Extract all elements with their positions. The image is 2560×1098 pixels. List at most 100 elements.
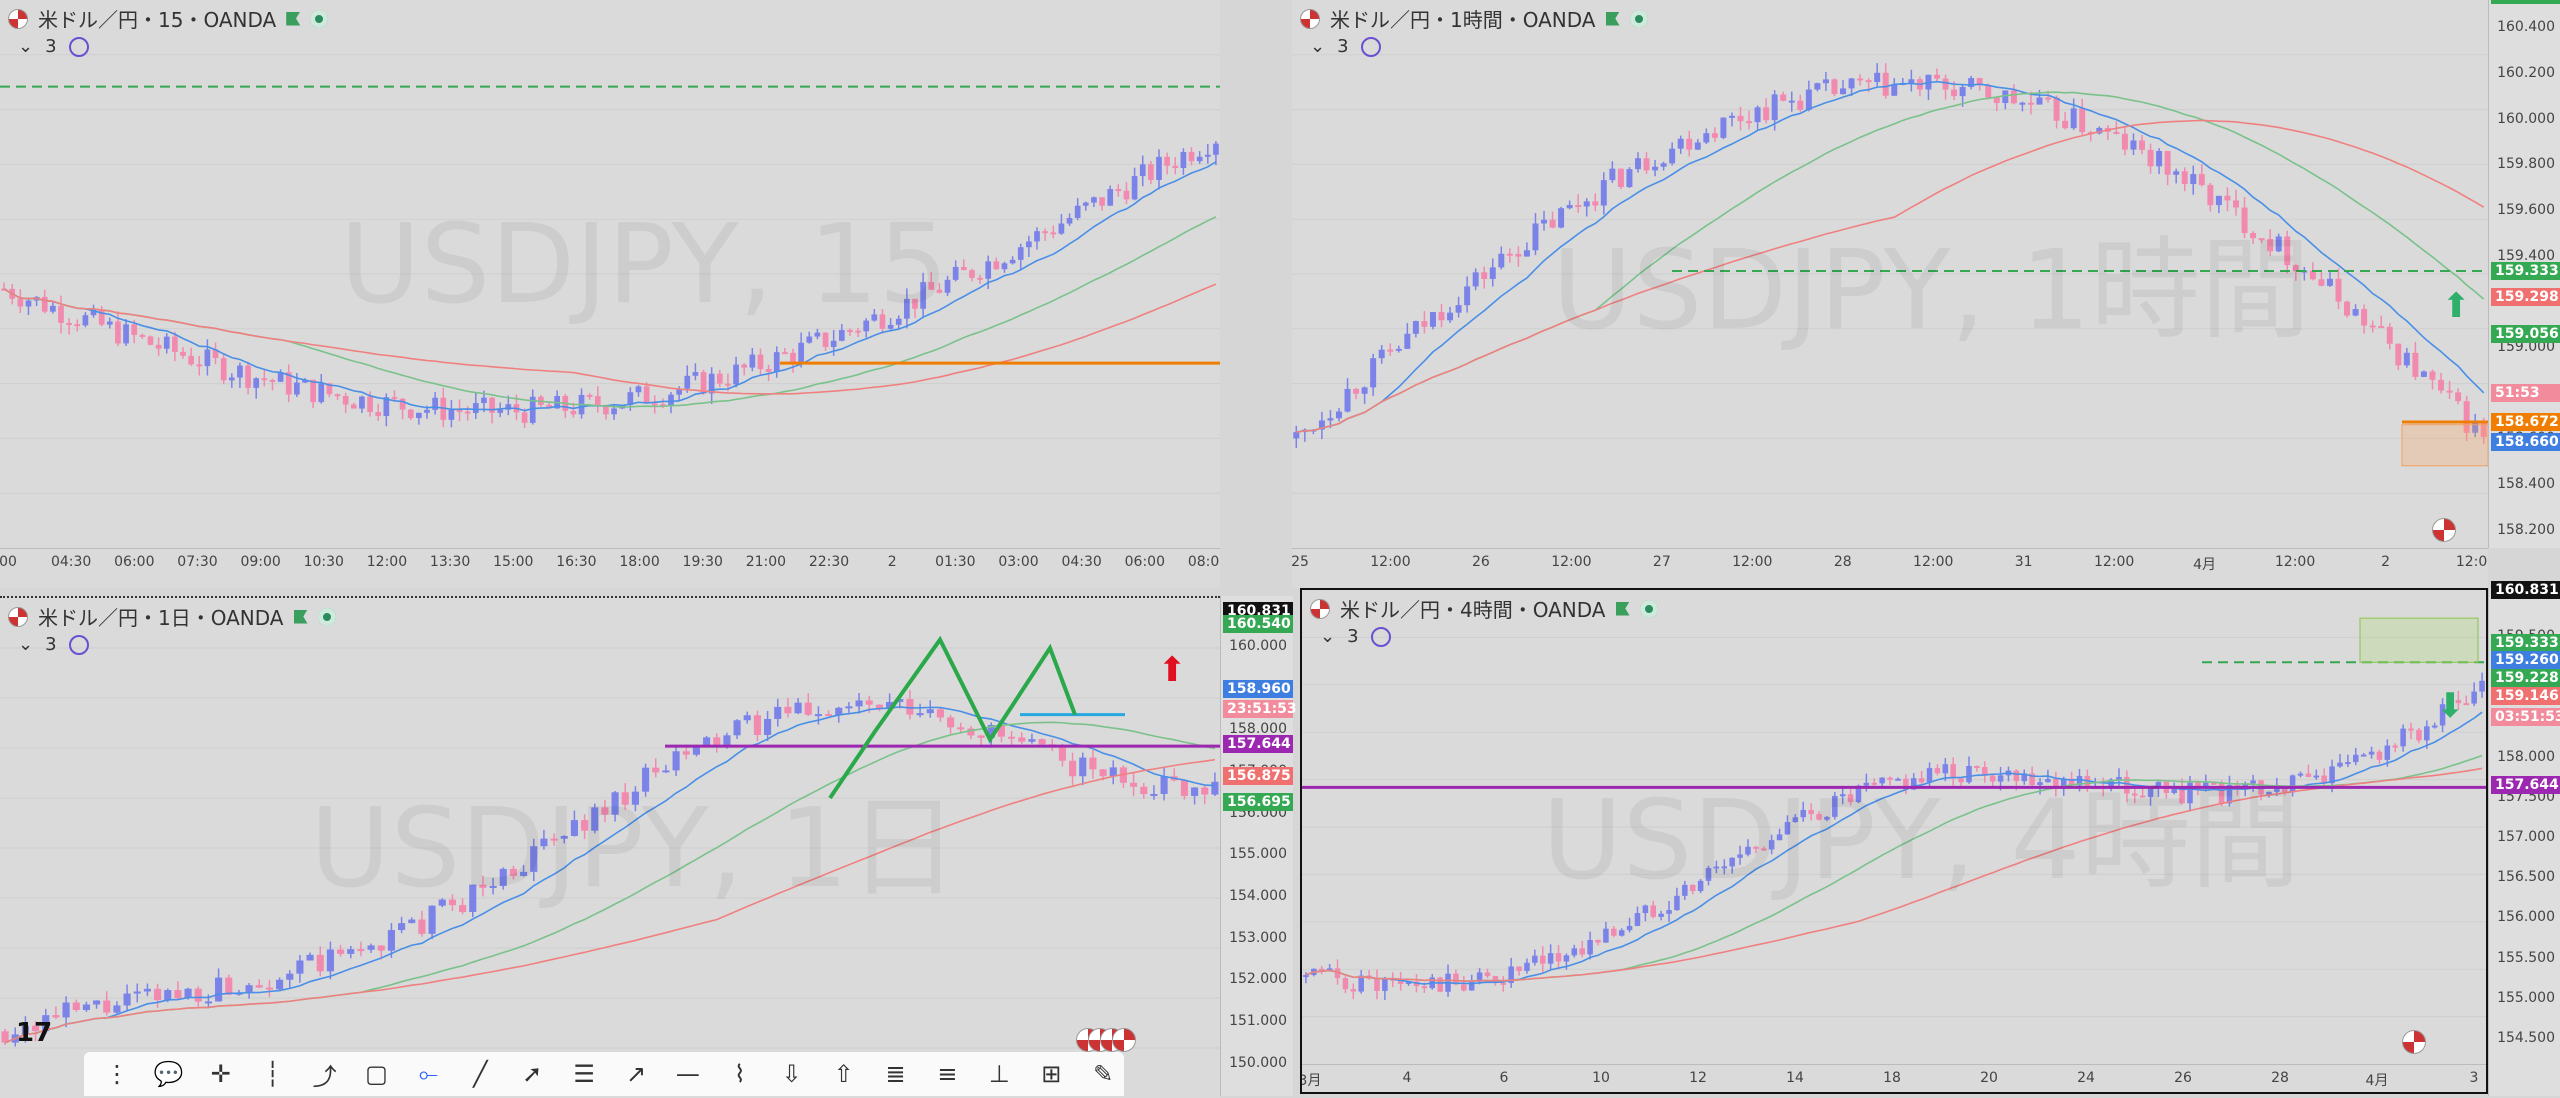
path-icon[interactable]: ⤴ <box>312 1062 337 1091</box>
us-flag-event-icon[interactable] <box>2432 518 2456 542</box>
chart-pane-1d[interactable]: 米ドル／円・1日・OANDA ⌄ 3 USDJPY, 1日 ⬆ <box>0 596 1220 1098</box>
candle <box>1464 276 1471 313</box>
time-tick: 18:00 <box>619 554 660 570</box>
chevron-down-icon[interactable]: ⌄ <box>18 634 34 655</box>
watermark: USDJPY, 4時間 <box>1542 776 2301 904</box>
indicator-toggle[interactable]: ⌄ 3 <box>18 36 89 57</box>
price-axis[interactable]: 160.400 160.200 160.000 159.800 159.600 159.4… <box>2488 0 2560 548</box>
arrow-icon[interactable]: ↗ <box>625 1060 647 1088</box>
time-axis[interactable]: 25 12:00 26 12:00 27 12:00 28 12:00 31 12:00 4月 12:… <box>1292 548 2488 575</box>
arrow-marker-icon[interactable]: ➚ <box>522 1060 543 1088</box>
time-axis[interactable]: 00 04:30 06:00 07:30 09:00 10:30 12:00 13:30 15:… <box>0 548 1220 575</box>
indicator-toggle[interactable]: ⌄ 3 <box>1320 626 1391 647</box>
price-axis[interactable]: 160.000159.000158.000157.000156.000155.0… <box>1220 596 1297 1096</box>
chart-canvas[interactable] <box>0 0 1220 548</box>
rectangle-zone[interactable] <box>2401 424 2488 467</box>
candle <box>703 735 711 747</box>
flag-icon[interactable] <box>286 11 301 26</box>
brush-icon[interactable]: ✎ <box>1093 1060 1114 1088</box>
candle <box>774 698 782 727</box>
vertical-line-icon[interactable]: ┆ <box>265 1060 280 1088</box>
time-tick: 4 <box>1402 1070 1412 1086</box>
arrow-up-icon[interactable]: ⇧ <box>833 1060 854 1088</box>
chevron-down-icon[interactable]: ⌄ <box>18 36 34 57</box>
chart-canvas[interactable] <box>0 598 1220 1098</box>
candle <box>529 389 536 425</box>
candle <box>93 1000 101 1009</box>
drag-icon[interactable]: ⋮ <box>104 1060 129 1088</box>
rectangle-icon[interactable]: ▢ <box>365 1060 388 1088</box>
candle <box>1342 976 1349 994</box>
candle <box>294 373 300 397</box>
price-label: 160.831 <box>2491 580 2560 599</box>
candle <box>62 996 70 1028</box>
price-axis[interactable]: 159.500159.000158.500158.000157.500157.0… <box>2488 580 2560 1096</box>
chart-canvas[interactable] <box>1302 590 2486 1064</box>
chart-canvas[interactable] <box>1292 0 2488 548</box>
time-axis[interactable]: 3月 4 6 10 12 14 18 20 24 26 28 4月 3 <box>1302 1064 2486 1091</box>
horizontal-ray-icon[interactable]: ⟜ <box>418 1060 438 1088</box>
time-tick: 25 <box>1292 554 1309 570</box>
sync-icon[interactable] <box>1370 626 1391 647</box>
candle <box>2179 778 2185 805</box>
fib-icon[interactable]: ≣ <box>885 1060 906 1088</box>
flag-icon[interactable] <box>1615 601 1630 616</box>
candle <box>2121 127 2128 156</box>
candle <box>1839 786 1846 805</box>
flag-icon[interactable] <box>293 609 308 624</box>
time-tick: 04:30 <box>1061 554 1102 570</box>
market-status-icon[interactable] <box>317 607 336 626</box>
crosshair-icon[interactable]: ✛ <box>210 1060 231 1088</box>
candle <box>1395 345 1402 353</box>
indicator-toggle[interactable]: ⌄ 3 <box>1310 36 1381 57</box>
candle <box>926 700 934 718</box>
time-tick: 26 <box>2174 1070 2192 1086</box>
rectangle-zone[interactable] <box>2359 617 2479 663</box>
candle <box>479 875 487 897</box>
candle <box>2079 98 2086 135</box>
time-tick: 16:30 <box>556 554 597 570</box>
date-range-icon[interactable]: ⊥ <box>988 1060 1010 1088</box>
horizontal-line-icon[interactable]: — <box>675 1060 700 1088</box>
indicator-count: 3 <box>45 634 57 655</box>
candle <box>1387 343 1394 356</box>
candle <box>1814 82 1821 92</box>
indicator-toggle[interactable]: ⌄ 3 <box>18 634 89 655</box>
candle <box>32 1021 40 1042</box>
parallel-channel-icon[interactable]: ☰ <box>573 1060 595 1088</box>
market-status-icon[interactable] <box>1629 9 1648 28</box>
chevron-down-icon[interactable]: ⌄ <box>1310 36 1326 57</box>
flag-icon[interactable] <box>1605 11 1620 26</box>
candle <box>1089 749 1097 779</box>
polyline-icon[interactable]: ⌇ <box>733 1060 746 1088</box>
candle <box>1611 925 1617 938</box>
us-flag-event-icon[interactable] <box>2402 1030 2426 1054</box>
candle <box>2250 231 2257 245</box>
arrow-down-icon[interactable]: ⇩ <box>781 1060 802 1088</box>
sync-icon[interactable] <box>68 634 89 655</box>
market-status-icon[interactable] <box>1639 599 1658 618</box>
symbol-title[interactable]: 米ドル／円・1日・OANDA <box>38 606 284 630</box>
candle <box>255 979 263 989</box>
polyline-drawing[interactable] <box>828 635 1077 800</box>
candle <box>1008 730 1016 746</box>
sync-icon[interactable] <box>1360 36 1381 57</box>
chart-pane-15m[interactable]: 米ドル／円・15・OANDA ⌄ 3 USDJPY, 15 159.500159… <box>0 0 1220 588</box>
speech-bubble-icon[interactable]: 💬 <box>153 1060 184 1088</box>
price-label: 23:51:53 <box>1223 699 1297 718</box>
symbol-title[interactable]: 米ドル／円・1時間・OANDA <box>1330 8 1596 32</box>
trend-line-icon[interactable]: ╱ <box>473 1060 488 1088</box>
chart-pane-4h[interactable]: 米ドル／円・4時間・OANDA ⌄ 3 USDJPY, 4時間 3月 4 6 10 12… <box>1300 588 2488 1094</box>
candle <box>1989 774 1996 786</box>
sync-icon[interactable] <box>68 36 89 57</box>
us-flag-event-icon[interactable] <box>1112 1028 1136 1052</box>
chevron-down-icon[interactable]: ⌄ <box>1320 626 1336 647</box>
market-status-icon[interactable] <box>310 9 329 28</box>
candle <box>2463 395 2470 441</box>
price-range-icon[interactable]: ⊞ <box>1041 1060 1062 1088</box>
chart-pane-1h[interactable]: 米ドル／円・1時間・OANDA ⌄ 3 USDJPY, 1時間 25 12:00 2… <box>1292 0 2488 588</box>
symbol-title[interactable]: 米ドル／円・15・OANDA <box>38 8 277 32</box>
fib-channel-icon[interactable]: ≡ <box>937 1060 958 1088</box>
candle <box>1524 958 1530 974</box>
symbol-title[interactable]: 米ドル／円・4時間・OANDA <box>1340 598 1606 622</box>
